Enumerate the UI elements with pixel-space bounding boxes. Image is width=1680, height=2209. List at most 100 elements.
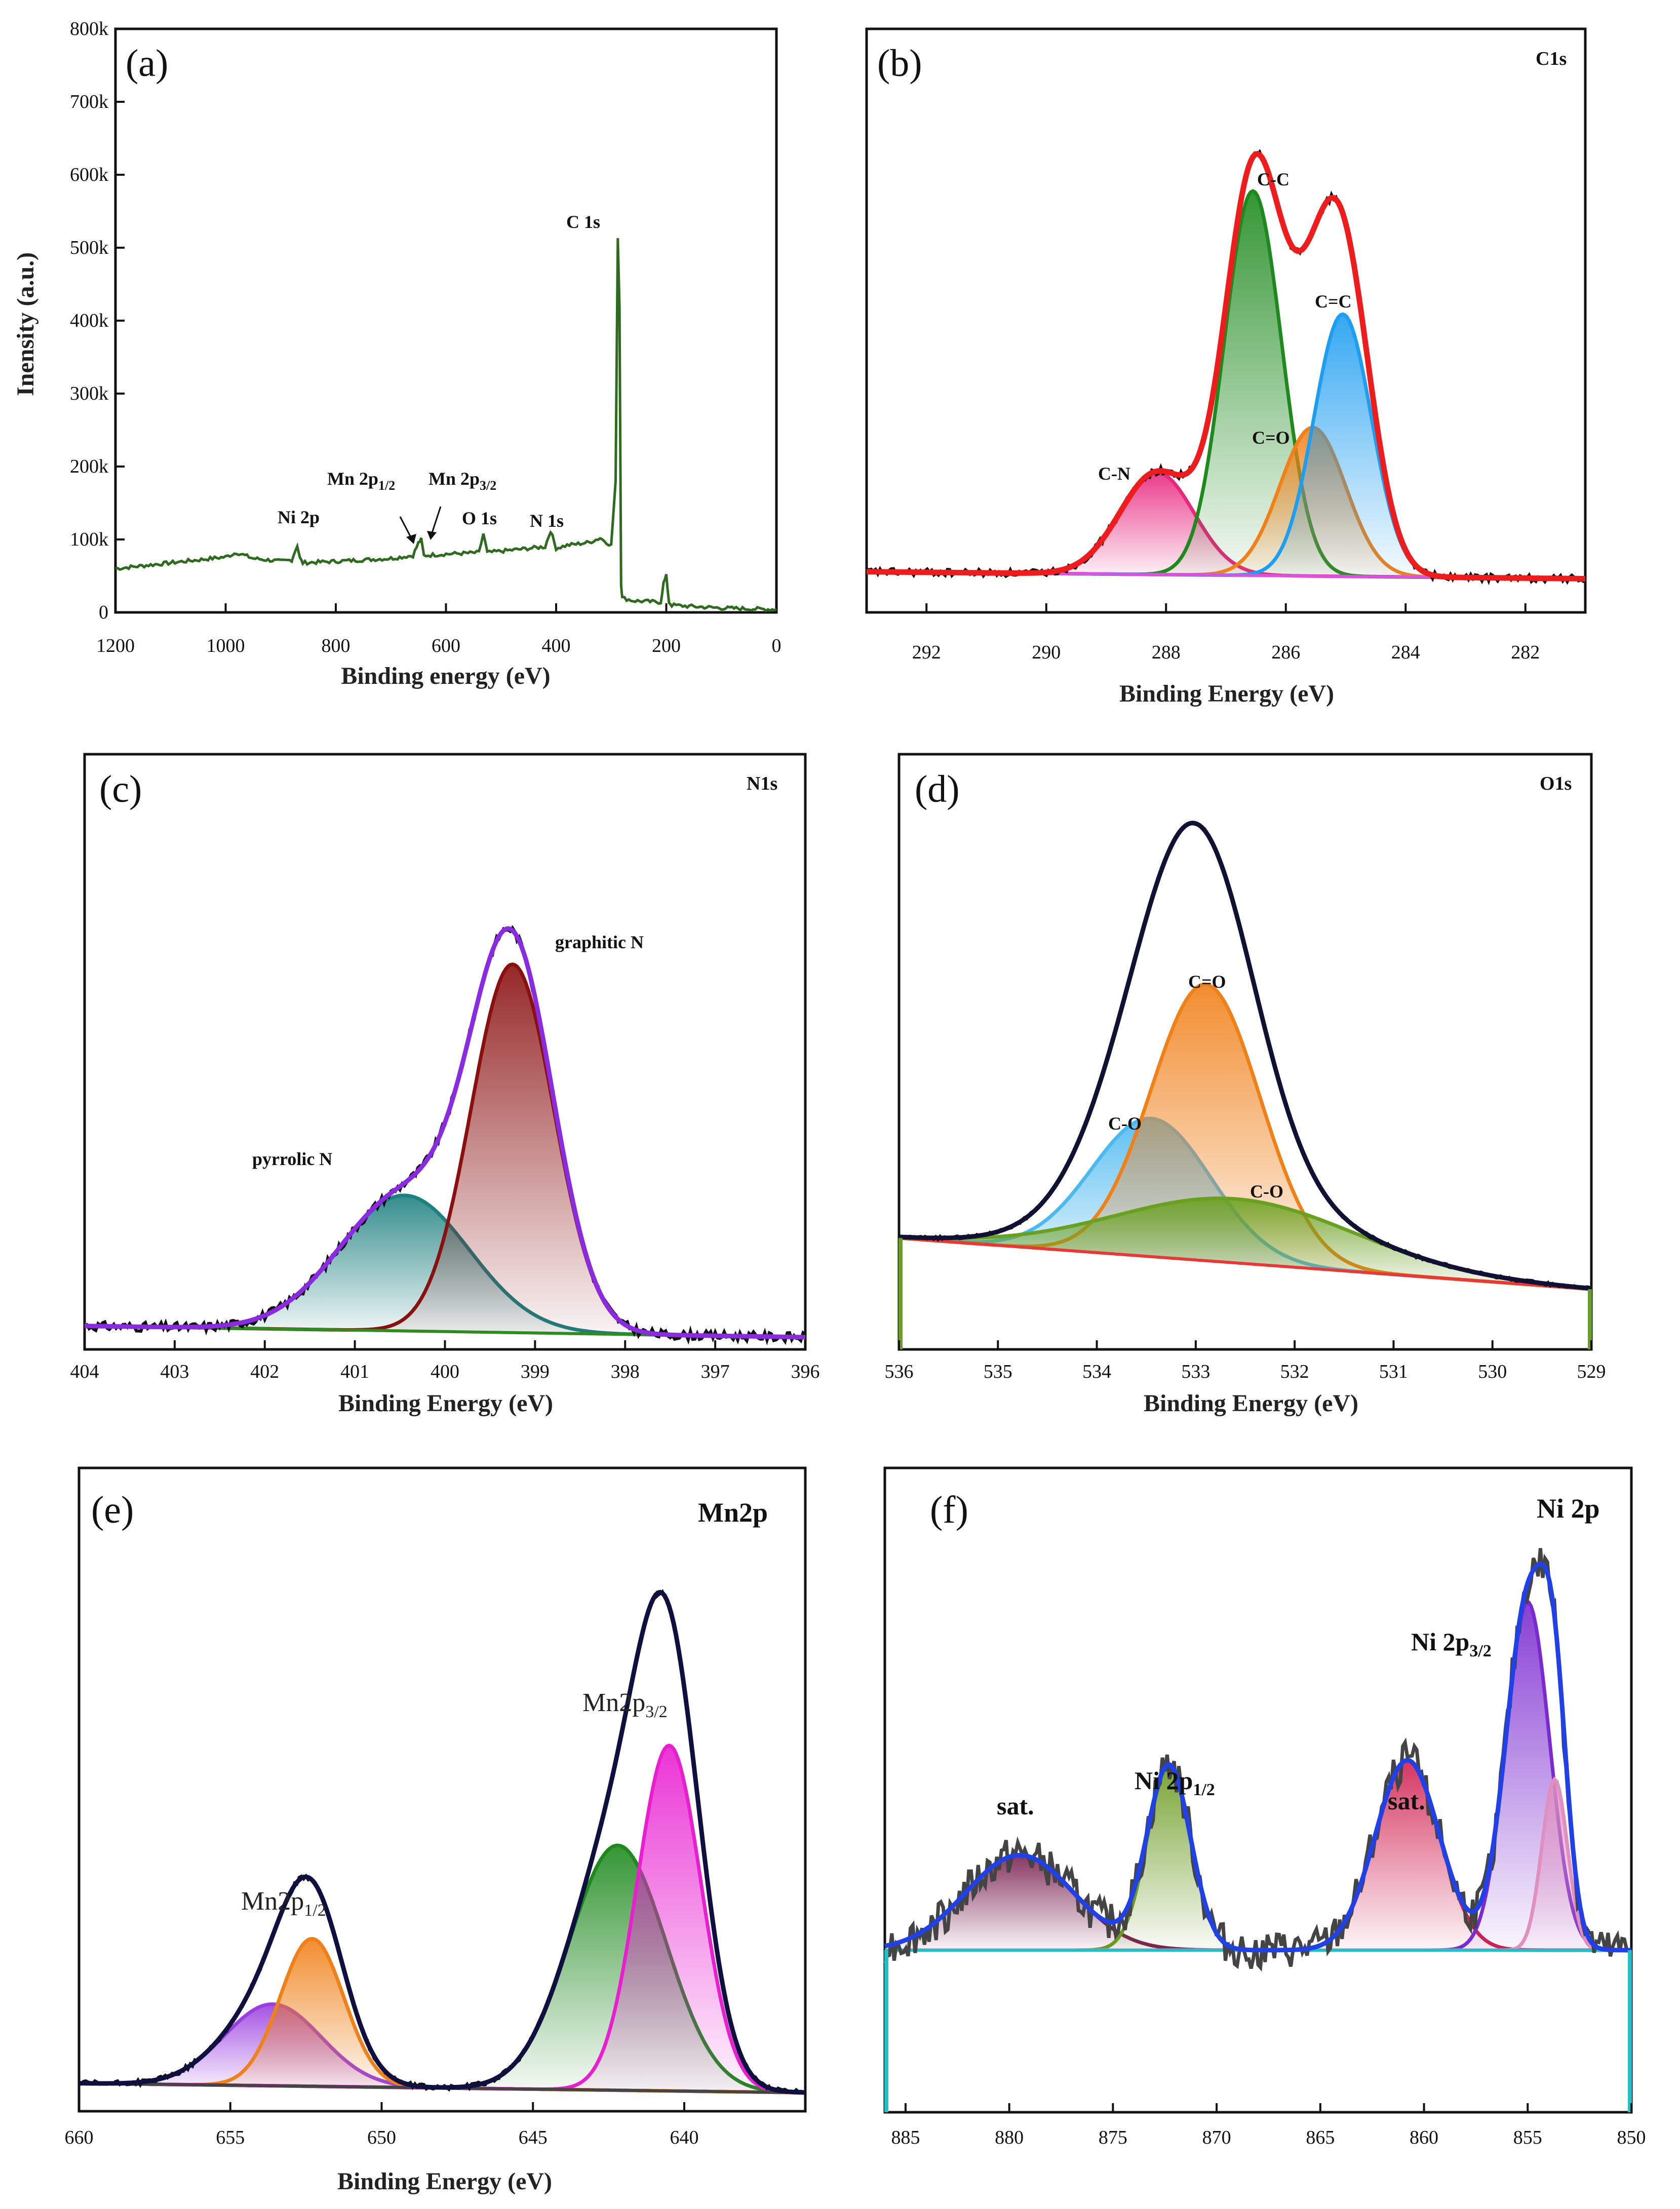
x-tick-label: 399 — [521, 1361, 550, 1382]
panel-b-plot — [866, 149, 1587, 586]
arrow-mn2p12-head — [406, 534, 416, 544]
panel-d-corner: O1s — [1540, 773, 1572, 794]
annotation-c-o-right: C-O — [1250, 1181, 1283, 1202]
panel-c-xlabel: Binding Energy (eV) — [338, 1390, 553, 1417]
x-tick-label: 800 — [322, 635, 350, 656]
annotation-c-o: C=O — [1252, 428, 1290, 448]
y-tick-label: 800k — [70, 18, 108, 40]
panel-c-label: (c) — [99, 768, 142, 810]
annotation-mn2p12-sub: 1/2 — [378, 478, 395, 493]
x-tick-label: 290 — [1032, 642, 1061, 663]
peak-fill — [85, 964, 805, 1337]
annotation-sat-right: sat. — [1388, 1787, 1425, 1815]
panel-f-corner: Ni 2p — [1537, 1493, 1600, 1524]
annotation-mn2p12-e-sub: 1/2 — [304, 1901, 326, 1920]
x-tick-label: 282 — [1511, 642, 1540, 663]
annotation-ni2p32: Ni 2p3/2 — [1411, 1627, 1492, 1660]
peak-fill — [885, 1855, 1631, 1950]
x-tick-label: 855 — [1513, 2127, 1542, 2148]
panel-f: (f) Ni 2p 885 880 875 870 865 860 855 850 sat. … — [883, 1466, 1646, 2148]
annotation-o1s: O 1s — [462, 508, 497, 528]
annotation-ni2p: Ni 2p — [278, 507, 320, 527]
envelope-line — [884, 1561, 1631, 1953]
y-tick-label: 500k — [70, 237, 108, 258]
panel-a-label: (a) — [126, 42, 168, 85]
x-tick-label: 1200 — [96, 635, 135, 656]
arrow-mn2p32 — [431, 506, 442, 535]
x-tick-label: 850 — [1617, 2127, 1646, 2148]
envelope-line — [85, 926, 806, 1340]
panel-d-plot — [898, 821, 1593, 1349]
peak-fill — [79, 1939, 805, 2093]
panel-f-frame — [883, 1466, 1633, 2114]
panel-c-ticks: 404 403 402 401 400 399 398 397 396 — [70, 1340, 820, 1382]
peak-fill — [885, 1779, 1631, 1950]
annotation-c-eq-c: C=C — [1315, 291, 1352, 312]
envelope-line — [898, 821, 1592, 1291]
panel-b-corner: C1s — [1536, 48, 1567, 69]
x-tick-label: 660 — [65, 2127, 94, 2148]
panel-f-label: (f) — [930, 1489, 968, 1531]
panel-b-xlabel: Binding Energy (eV) — [1119, 680, 1334, 707]
x-tick-label: 284 — [1391, 642, 1420, 663]
panel-b: (b) C1s 292 290 288 286 284 282 Binding Energ… — [865, 27, 1587, 707]
x-tick-label: 403 — [160, 1361, 189, 1382]
annotation-mn2p32-e-sub: 3/2 — [645, 1702, 667, 1721]
panel-a-ticks: 1200 1000 800 600 400 200 0 0 100k 200k 300k 400k 50… — [70, 18, 782, 656]
arrow-mn2p32-head — [427, 531, 437, 540]
x-tick-label: 535 — [984, 1361, 1012, 1382]
annotation-mn2p12-e-text: Mn2p — [241, 1887, 304, 1916]
panel-e-corner: Mn2p — [698, 1497, 768, 1528]
x-tick-label: 530 — [1478, 1361, 1507, 1382]
panel-e-label: (e) — [91, 1489, 134, 1531]
x-tick-label: 880 — [995, 2127, 1024, 2148]
panel-c-plot — [84, 925, 806, 1346]
annotation-n1s: N 1s — [530, 511, 564, 531]
annotation-mn2p32-sub: 3/2 — [480, 478, 496, 493]
x-tick-label: 532 — [1280, 1361, 1309, 1382]
x-tick-label: 292 — [912, 642, 941, 663]
panel-e-xlabel: Binding Energy (eV) — [337, 2168, 552, 2195]
x-tick-label: 200 — [652, 635, 681, 656]
panel-d-label: (d) — [915, 768, 960, 810]
x-tick-label: 531 — [1379, 1361, 1408, 1382]
annotation-ni2p12-text: Ni 2p — [1135, 1766, 1193, 1795]
panel-c-corner: N1s — [747, 773, 777, 794]
annotation-c-o-left: C-O — [1108, 1113, 1142, 1134]
x-tick-label: 404 — [70, 1361, 99, 1382]
x-tick-label: 536 — [885, 1361, 914, 1382]
x-tick-label: 397 — [701, 1361, 730, 1382]
x-tick-label: 645 — [519, 2127, 548, 2148]
x-tick-label: 401 — [340, 1361, 369, 1382]
panel-a-frame — [114, 27, 778, 614]
annotation-c1s: C 1s — [566, 212, 600, 232]
annotation-c-n: C-N — [1098, 463, 1130, 484]
panel-a: (a) 1200 1000 800 600 400 200 0 0 100k 200k 300k 40… — [12, 18, 782, 689]
x-tick-label: 286 — [1271, 642, 1300, 663]
panel-a-ylabel: Inensity (a.u.) — [12, 252, 39, 396]
y-tick-label: 200k — [70, 456, 108, 477]
x-tick-label: 402 — [250, 1361, 279, 1382]
panel-e-frame — [77, 1466, 807, 2113]
panel-d-ticks: 536 535 534 533 532 531 530 529 — [885, 1340, 1606, 1382]
annotation-mn2p12-e: Mn2p1/2 — [241, 1887, 326, 1920]
annotation-sat-left: sat. — [997, 1792, 1034, 1820]
panel-d-xlabel: Binding Energy (eV) — [1144, 1390, 1358, 1417]
y-tick-label: 700k — [70, 91, 108, 112]
x-tick-label: 400 — [431, 1361, 459, 1382]
annotation-mn2p12: Mn 2p1/2 — [327, 469, 395, 493]
x-tick-label: 870 — [1202, 2127, 1231, 2148]
survey-series-line — [115, 238, 777, 613]
annotation-ni2p12-sub: 1/2 — [1193, 1780, 1215, 1799]
panel-b-frame — [865, 27, 1587, 614]
annotation-c-c: C-C — [1257, 169, 1290, 189]
x-tick-label: 400 — [542, 635, 571, 656]
envelope-line — [867, 150, 1585, 582]
y-tick-label: 100k — [70, 529, 108, 550]
x-tick-label: 875 — [1099, 2127, 1127, 2148]
annotation-mn2p32-e: Mn2p3/2 — [582, 1688, 668, 1721]
peak-fill — [79, 1745, 805, 2093]
panel-a-xlabel: Binding energy (eV) — [341, 663, 550, 689]
panel-a-series — [115, 238, 777, 613]
